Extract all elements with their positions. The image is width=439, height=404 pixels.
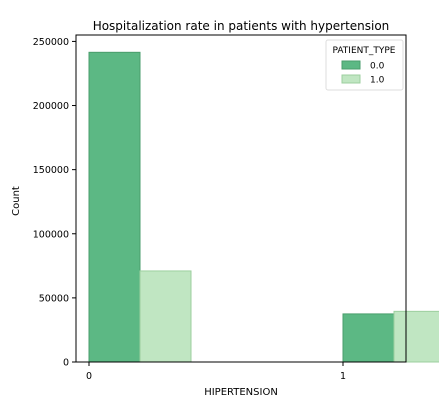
legend-title: PATIENT_TYPE [333,46,396,56]
legend-swatch-1.0 [341,74,361,84]
x-tick-label: 1 [340,371,346,382]
legend-label-1.0: 1.0 [370,76,385,86]
bar-series-0.0-cat-1 [342,313,395,363]
x-tick-label: 0 [86,371,92,382]
bar-series-1.0-cat-0 [139,270,192,363]
y-tick-label: 50000 [39,293,69,304]
x-axis-label: HIPERTENSION [204,387,278,398]
bars [88,51,439,363]
plot-frame [75,34,407,363]
bar-series-1.0-cat-1 [393,310,439,363]
legend-items: 0.01.0 [341,60,385,86]
y-tick-label: 150000 [33,165,69,176]
y-tick-label: 100000 [33,229,69,240]
y-axis-label: Count [11,186,22,216]
legend: PATIENT_TYPE 0.01.0 [325,39,404,91]
bar-series-0.0-cat-0 [88,51,141,363]
legend-label-0.0: 0.0 [370,62,385,72]
chart-title: Hospitalization rate in patients with hy… [93,19,390,33]
y-tick-label: 250000 [33,37,69,48]
y-axis-ticks: 0 50000 100000 150000 200000 250000 [33,37,76,369]
y-tick-label: 0 [63,358,69,369]
legend-swatch-0.0 [341,60,361,70]
y-tick-label: 200000 [33,101,69,112]
